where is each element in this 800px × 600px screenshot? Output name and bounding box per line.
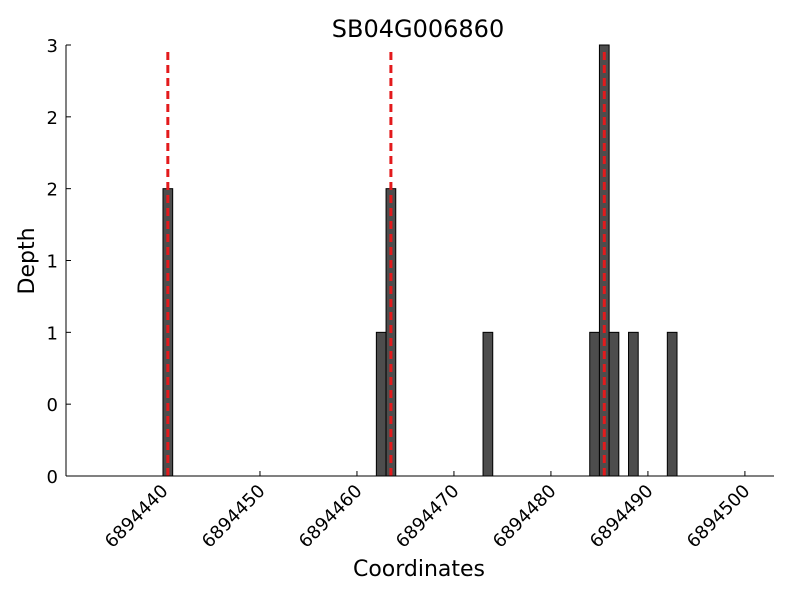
- chart-title: SB04G006860: [332, 15, 504, 43]
- y-tick-label: 3: [47, 36, 58, 57]
- y-tick-label: 0: [47, 467, 58, 488]
- bar: [375, 331, 387, 477]
- y-axis-label: Depth: [15, 227, 40, 294]
- x-tick-label: 6894460: [295, 481, 367, 553]
- y-tick-label: 2: [47, 180, 58, 201]
- x-tick-label: 6894470: [392, 481, 464, 553]
- bars-layer: [162, 44, 678, 477]
- y-tick-label: 1: [47, 323, 58, 344]
- x-tick-label: 6894500: [683, 481, 755, 553]
- y-tick-label: 2: [47, 108, 58, 129]
- x-tick-label: 6894440: [101, 481, 173, 553]
- bar: [589, 331, 600, 477]
- bar: [482, 331, 494, 477]
- markers-layer: [166, 52, 606, 476]
- y-tick-label: 1: [47, 252, 58, 273]
- bar: [666, 331, 678, 477]
- x-tick-label: 6894490: [586, 481, 658, 553]
- x-tick-label: 6894450: [198, 481, 270, 553]
- x-tick-label: 6894480: [489, 481, 561, 553]
- bar: [608, 331, 620, 477]
- y-tick-label: 0: [47, 395, 58, 416]
- x-axis-label: Coordinates: [353, 557, 485, 582]
- axes-layer: 0 0 1 1 2 2 3 6894440 6894450 6894460 6894470 68944…: [47, 36, 774, 552]
- bar: [628, 331, 639, 477]
